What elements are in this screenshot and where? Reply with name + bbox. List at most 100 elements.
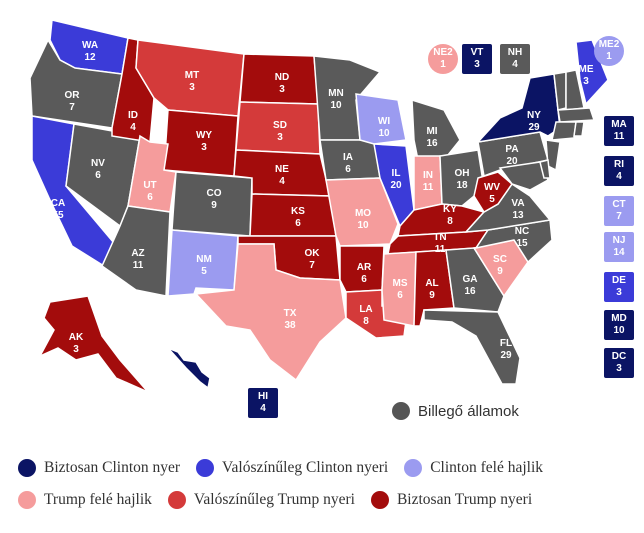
state-ev-ak: 3	[73, 344, 79, 355]
small-state-box-vt[interactable]: VT 3	[462, 44, 492, 74]
state-label-wa: WA	[82, 40, 98, 51]
state-label-ar: AR	[357, 262, 372, 273]
small-state-ev: 11	[613, 131, 625, 142]
legend-dot-safe-clinton	[18, 459, 36, 477]
small-state-ev: 1	[440, 59, 446, 70]
state-ev-sc: 9	[497, 266, 503, 277]
legend-item-likely-trump: Valószínűleg Trump nyeri	[167, 491, 355, 509]
state-ev-ca: 55	[52, 210, 64, 221]
small-state-box-ri[interactable]: RI 4	[604, 156, 634, 186]
state-label-va: VA	[511, 198, 524, 209]
small-state-ev: 4	[512, 59, 518, 70]
small-state-abbr: RI	[614, 159, 624, 170]
tossup-label: Billegő államok	[418, 402, 519, 420]
state-label-ok: OK	[305, 248, 321, 259]
state-ev-tx: 38	[284, 320, 296, 331]
small-state-box-md[interactable]: MD 10	[604, 310, 634, 340]
state-OH[interactable]	[439, 149, 485, 207]
legend-dot-likely-clinton	[196, 459, 215, 477]
state-label-ny: NY	[527, 110, 541, 121]
small-state-box-nh[interactable]: NH 4	[500, 44, 530, 74]
state-label-mi: MI	[426, 126, 437, 137]
legend-label-lean-clinton: Clinton felé hajlik	[430, 459, 544, 476]
state-MD[interactable]	[498, 161, 549, 191]
legend-item-safe-clinton: Biztosan Clinton nyer	[18, 459, 180, 477]
state-ev-nm: 5	[201, 266, 207, 277]
state-label-nd: ND	[275, 72, 289, 83]
state-label-al: AL	[425, 278, 438, 289]
state-label-nm: NM	[196, 254, 212, 265]
state-AK[interactable]	[38, 295, 149, 393]
state-ev-il: 20	[390, 180, 402, 191]
legend-dot-lean-clinton	[404, 459, 423, 477]
legend-dot-likely-trump	[167, 491, 186, 509]
state-DE[interactable]	[539, 159, 551, 179]
small-state-box-nj[interactable]: NJ 14	[604, 232, 634, 262]
state-AZ[interactable]	[101, 205, 171, 297]
state-MS[interactable]	[381, 251, 417, 327]
state-ev-ny: 29	[528, 122, 540, 133]
state-label-fl: FL	[500, 338, 512, 349]
state-RI[interactable]	[573, 121, 585, 137]
state-MA[interactable]	[557, 107, 596, 123]
state-label-mo: MO	[355, 208, 371, 219]
state-label-co: CO	[207, 188, 222, 199]
state-ev-mi: 16	[426, 138, 438, 149]
state-ev-mn: 10	[330, 100, 342, 111]
state-TX[interactable]	[194, 243, 347, 382]
small-state-box-hi[interactable]: HI 4	[248, 388, 278, 418]
legend-item-safe-trump: Biztosan Trump nyeri	[370, 491, 532, 509]
state-ev-in: 11	[423, 182, 434, 193]
state-HI[interactable]	[167, 347, 211, 390]
small-state-box-de[interactable]: DE 3	[604, 272, 634, 302]
state-ev-oh: 18	[456, 180, 468, 191]
small-state-ev: 4	[260, 403, 266, 414]
state-ev-ia: 6	[345, 164, 351, 175]
state-ev-ok: 7	[309, 260, 315, 271]
state-label-mn: MN	[328, 88, 344, 99]
state-label-sd: SD	[273, 120, 287, 131]
state-FL[interactable]	[423, 309, 521, 385]
state-label-or: OR	[65, 90, 81, 101]
state-ev-or: 7	[69, 102, 75, 113]
small-state-box-me2[interactable]: ME2 1	[594, 36, 624, 66]
small-state-abbr: CT	[612, 199, 626, 210]
state-label-il: IL	[392, 168, 401, 179]
state-label-nc: NC	[515, 226, 529, 237]
state-ev-wa: 12	[84, 52, 96, 63]
state-label-ut: UT	[143, 180, 156, 191]
small-state-ev: 4	[616, 171, 622, 182]
legend-label-likely-clinton: Valószínűleg Clinton nyeri	[222, 459, 389, 476]
state-ME[interactable]	[575, 39, 609, 106]
small-state-box-ma[interactable]: MA 11	[604, 116, 634, 146]
state-ev-tn: 11	[435, 244, 446, 255]
small-state-box-dc[interactable]: DC 3	[604, 348, 634, 378]
state-label-ga: GA	[463, 274, 478, 285]
legend-dot-safe-trump	[370, 491, 389, 509]
state-NY[interactable]	[475, 73, 561, 144]
small-state-abbr: NE2	[433, 47, 453, 58]
legend-label-lean-trump: Trump felé hajlik	[44, 491, 152, 508]
state-ev-al: 9	[429, 290, 435, 301]
state-labels: WA12OR7CA55NV6ID4MT3WY3UT6AZ11CO9NM5ND3S…	[51, 40, 594, 361]
legend-dot-lean-trump	[18, 491, 36, 509]
state-ev-ks: 6	[295, 218, 301, 229]
state-label-sc: SC	[493, 254, 507, 265]
state-CT[interactable]	[551, 121, 577, 141]
legend-label-likely-trump: Valószínűleg Trump nyeri	[193, 491, 355, 508]
state-label-ca: CA	[51, 198, 65, 209]
small-state-ev: 3	[616, 287, 622, 298]
legend-item-lean-trump: Trump felé hajlik	[18, 491, 152, 509]
state-ev-ga: 16	[464, 286, 476, 297]
state-NJ[interactable]	[545, 139, 561, 172]
state-ev-me: 3	[583, 76, 589, 87]
small-state-box-ne2[interactable]: NE2 1	[428, 44, 458, 74]
state-WI[interactable]	[355, 93, 407, 145]
state-ev-ne: 4	[279, 176, 285, 187]
state-GA[interactable]	[445, 247, 505, 313]
state-WV[interactable]	[473, 171, 514, 214]
state-label-ms: MS	[393, 278, 408, 289]
small-state-box-ct[interactable]: CT 7	[604, 196, 634, 226]
state-ev-wi: 10	[378, 128, 390, 139]
state-ev-sd: 3	[277, 132, 283, 143]
